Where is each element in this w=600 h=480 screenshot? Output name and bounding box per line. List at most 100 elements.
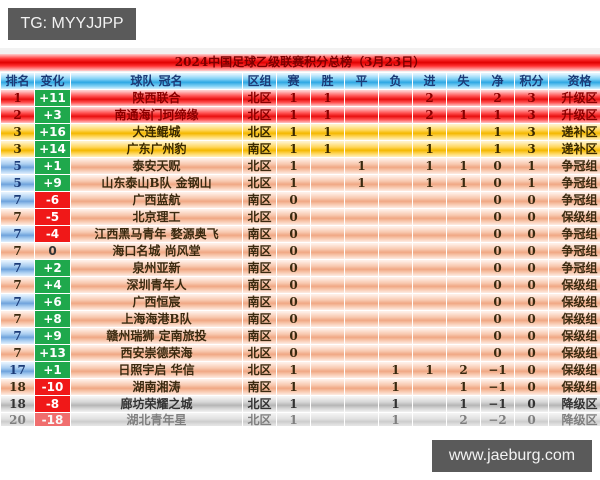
goals-against-cell [446,89,481,107]
lost-cell [378,106,413,124]
lost-cell: 1 [378,378,413,396]
change-cell: +16 [34,123,71,141]
goals-against-cell [446,327,481,345]
drawn-cell [344,395,379,413]
zone-cell: 北区 [242,106,277,124]
col-team: 球队 冠名 [70,72,243,90]
table-row: 18 -10 湖南湘涛 南区 1 1 1 −1 0 保级组 [0,378,600,396]
change-cell: +11 [34,89,71,107]
points-cell: 0 [514,327,549,345]
team-cell: 上海海港B队 [70,310,243,328]
lost-cell: 1 [378,395,413,413]
rank-cell: 7 [0,191,35,209]
goal-diff-cell: 0 [480,276,515,294]
status-cell: 降级区 [548,395,600,413]
played-cell: 0 [276,310,311,328]
zone-cell: 北区 [242,395,277,413]
won-cell: 1 [310,140,345,158]
drawn-cell [344,276,379,294]
lost-cell [378,310,413,328]
goals-for-cell: 1 [412,140,447,158]
zone-cell: 北区 [242,174,277,192]
team-cell: 赣州瑞狮 定南旅投 [70,327,243,345]
zone-cell: 南区 [242,310,277,328]
drawn-cell [344,208,379,226]
goals-against-cell [446,191,481,209]
drawn-cell [344,225,379,243]
goals-for-cell: 1 [412,157,447,175]
drawn-cell [344,361,379,379]
goals-against-cell [446,208,481,226]
won-cell: 1 [310,89,345,107]
points-cell: 0 [514,361,549,379]
status-cell: 保级组 [548,276,600,294]
change-cell: +1 [34,361,71,379]
team-cell: 广西恒宸 [70,293,243,311]
won-cell [310,293,345,311]
points-cell: 0 [514,395,549,413]
goal-diff-cell: 1 [480,123,515,141]
goals-for-cell [412,293,447,311]
goals-for-cell [412,191,447,209]
zone-cell: 北区 [242,208,277,226]
rank-cell: 5 [0,157,35,175]
zone-cell: 北区 [242,89,277,107]
goal-diff-cell: 0 [480,225,515,243]
rank-cell: 18 [0,395,35,413]
col-goals-for: 进 [412,72,447,90]
drawn-cell: 1 [344,157,379,175]
goals-against-cell [446,310,481,328]
goals-for-cell: 2 [412,89,447,107]
change-cell: +3 [34,106,71,124]
table-row: 18 -8 廊坊荣耀之城 北区 1 1 1 −1 0 降级区 [0,395,600,413]
change-cell: +9 [34,327,71,345]
lost-cell [378,208,413,226]
col-points: 积分 [514,72,549,90]
points-cell: 3 [514,106,549,124]
goals-against-cell [446,259,481,277]
zone-cell: 北区 [242,361,277,379]
change-cell: +8 [34,310,71,328]
points-cell: 0 [514,344,549,362]
rank-cell: 5 [0,174,35,192]
tg-watermark: TG: MYYJJPP [8,8,136,40]
goals-against-cell [446,140,481,158]
zone-cell: 南区 [242,276,277,294]
drawn-cell: 1 [344,174,379,192]
played-cell: 1 [276,106,311,124]
goals-against-cell [446,123,481,141]
lost-cell [378,89,413,107]
change-cell: +2 [34,259,71,277]
lost-cell [378,293,413,311]
rank-cell: 7 [0,259,35,277]
table-row: 3 +16 大连鲲城 北区 1 1 1 1 3 递补区 [0,123,600,141]
played-cell: 0 [276,344,311,362]
rank-cell: 3 [0,123,35,141]
zone-cell: 南区 [242,242,277,260]
drawn-cell [344,327,379,345]
won-cell [310,361,345,379]
played-cell: 1 [276,378,311,396]
goals-for-cell [412,412,447,426]
change-cell: -6 [34,191,71,209]
goals-against-cell: 1 [446,106,481,124]
table-row: 17 +1 日照宇启 华信 北区 1 1 1 2 −1 0 保级组 [0,361,600,379]
rank-cell: 7 [0,225,35,243]
lost-cell: 1 [378,412,413,426]
points-cell: 1 [514,174,549,192]
won-cell [310,327,345,345]
change-cell: +9 [34,174,71,192]
change-cell: +4 [34,276,71,294]
goal-diff-cell: −2 [480,412,515,426]
goal-diff-cell: −1 [480,361,515,379]
goals-for-cell [412,259,447,277]
points-cell: 0 [514,293,549,311]
table-row: 5 +9 山东泰山B队 金钢山 北区 1 1 1 1 0 1 争冠组 [0,174,600,192]
won-cell [310,259,345,277]
team-cell: 湖北青年星 [70,412,243,426]
goals-against-cell [446,225,481,243]
team-cell: 廊坊荣耀之城 [70,395,243,413]
status-cell: 保级组 [548,327,600,345]
team-cell: 西安崇德荣海 [70,344,243,362]
zone-cell: 南区 [242,378,277,396]
